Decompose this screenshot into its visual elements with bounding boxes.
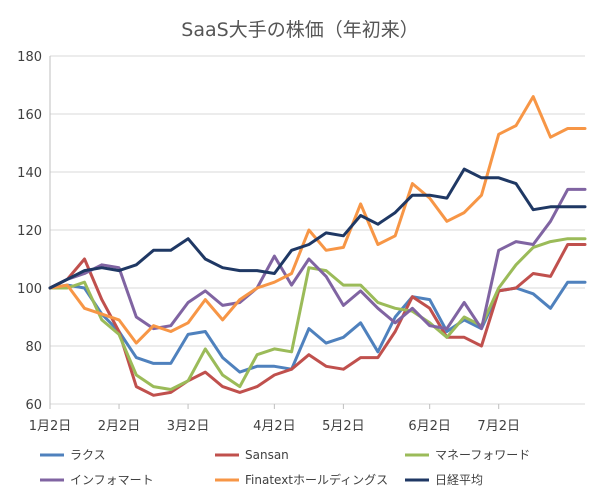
x-axis-ticks: 1月2日 2月2日 3月2日 4月2日 5月2日 6月2日 7月2日 (29, 404, 520, 434)
x-tick-label: 6月2日 (408, 419, 451, 434)
legend-label: インフォマート (70, 473, 154, 487)
x-tick-label: 2月2日 (98, 419, 141, 434)
series-line-1 (48, 243, 587, 397)
y-tick-label: 100 (17, 282, 42, 297)
y-tick-label: 160 (17, 108, 42, 123)
x-tick-label: 4月2日 (253, 419, 296, 434)
gridlines (49, 55, 585, 405)
x-tick-label: 5月2日 (322, 419, 365, 434)
series-line-5 (48, 167, 587, 290)
legend-label: マネーフォワード (435, 448, 530, 462)
legend-label: ラクス (70, 448, 106, 462)
legend-label: 日経平均 (435, 473, 483, 487)
chart-title: SaaS大手の株価（年初来） (181, 19, 418, 41)
y-tick-label: 140 (17, 166, 42, 181)
series-lines (48, 95, 587, 397)
legend-label: Sansan (245, 448, 289, 462)
legend-label: Finatextホールディングス (245, 472, 388, 487)
x-tick-label: 3月2日 (167, 419, 210, 434)
x-tick-label: 1月2日 (29, 419, 72, 434)
y-tick-label: 120 (17, 224, 42, 239)
y-tick-label: 60 (25, 398, 42, 413)
series-line-4 (48, 95, 587, 345)
series-line-3 (48, 187, 587, 331)
y-tick-label: 180 (17, 50, 42, 65)
x-tick-label: 7月2日 (477, 419, 520, 434)
y-tick-label: 80 (25, 340, 42, 355)
y-axis-ticks: 60 80 100 120 140 160 180 (17, 50, 42, 413)
